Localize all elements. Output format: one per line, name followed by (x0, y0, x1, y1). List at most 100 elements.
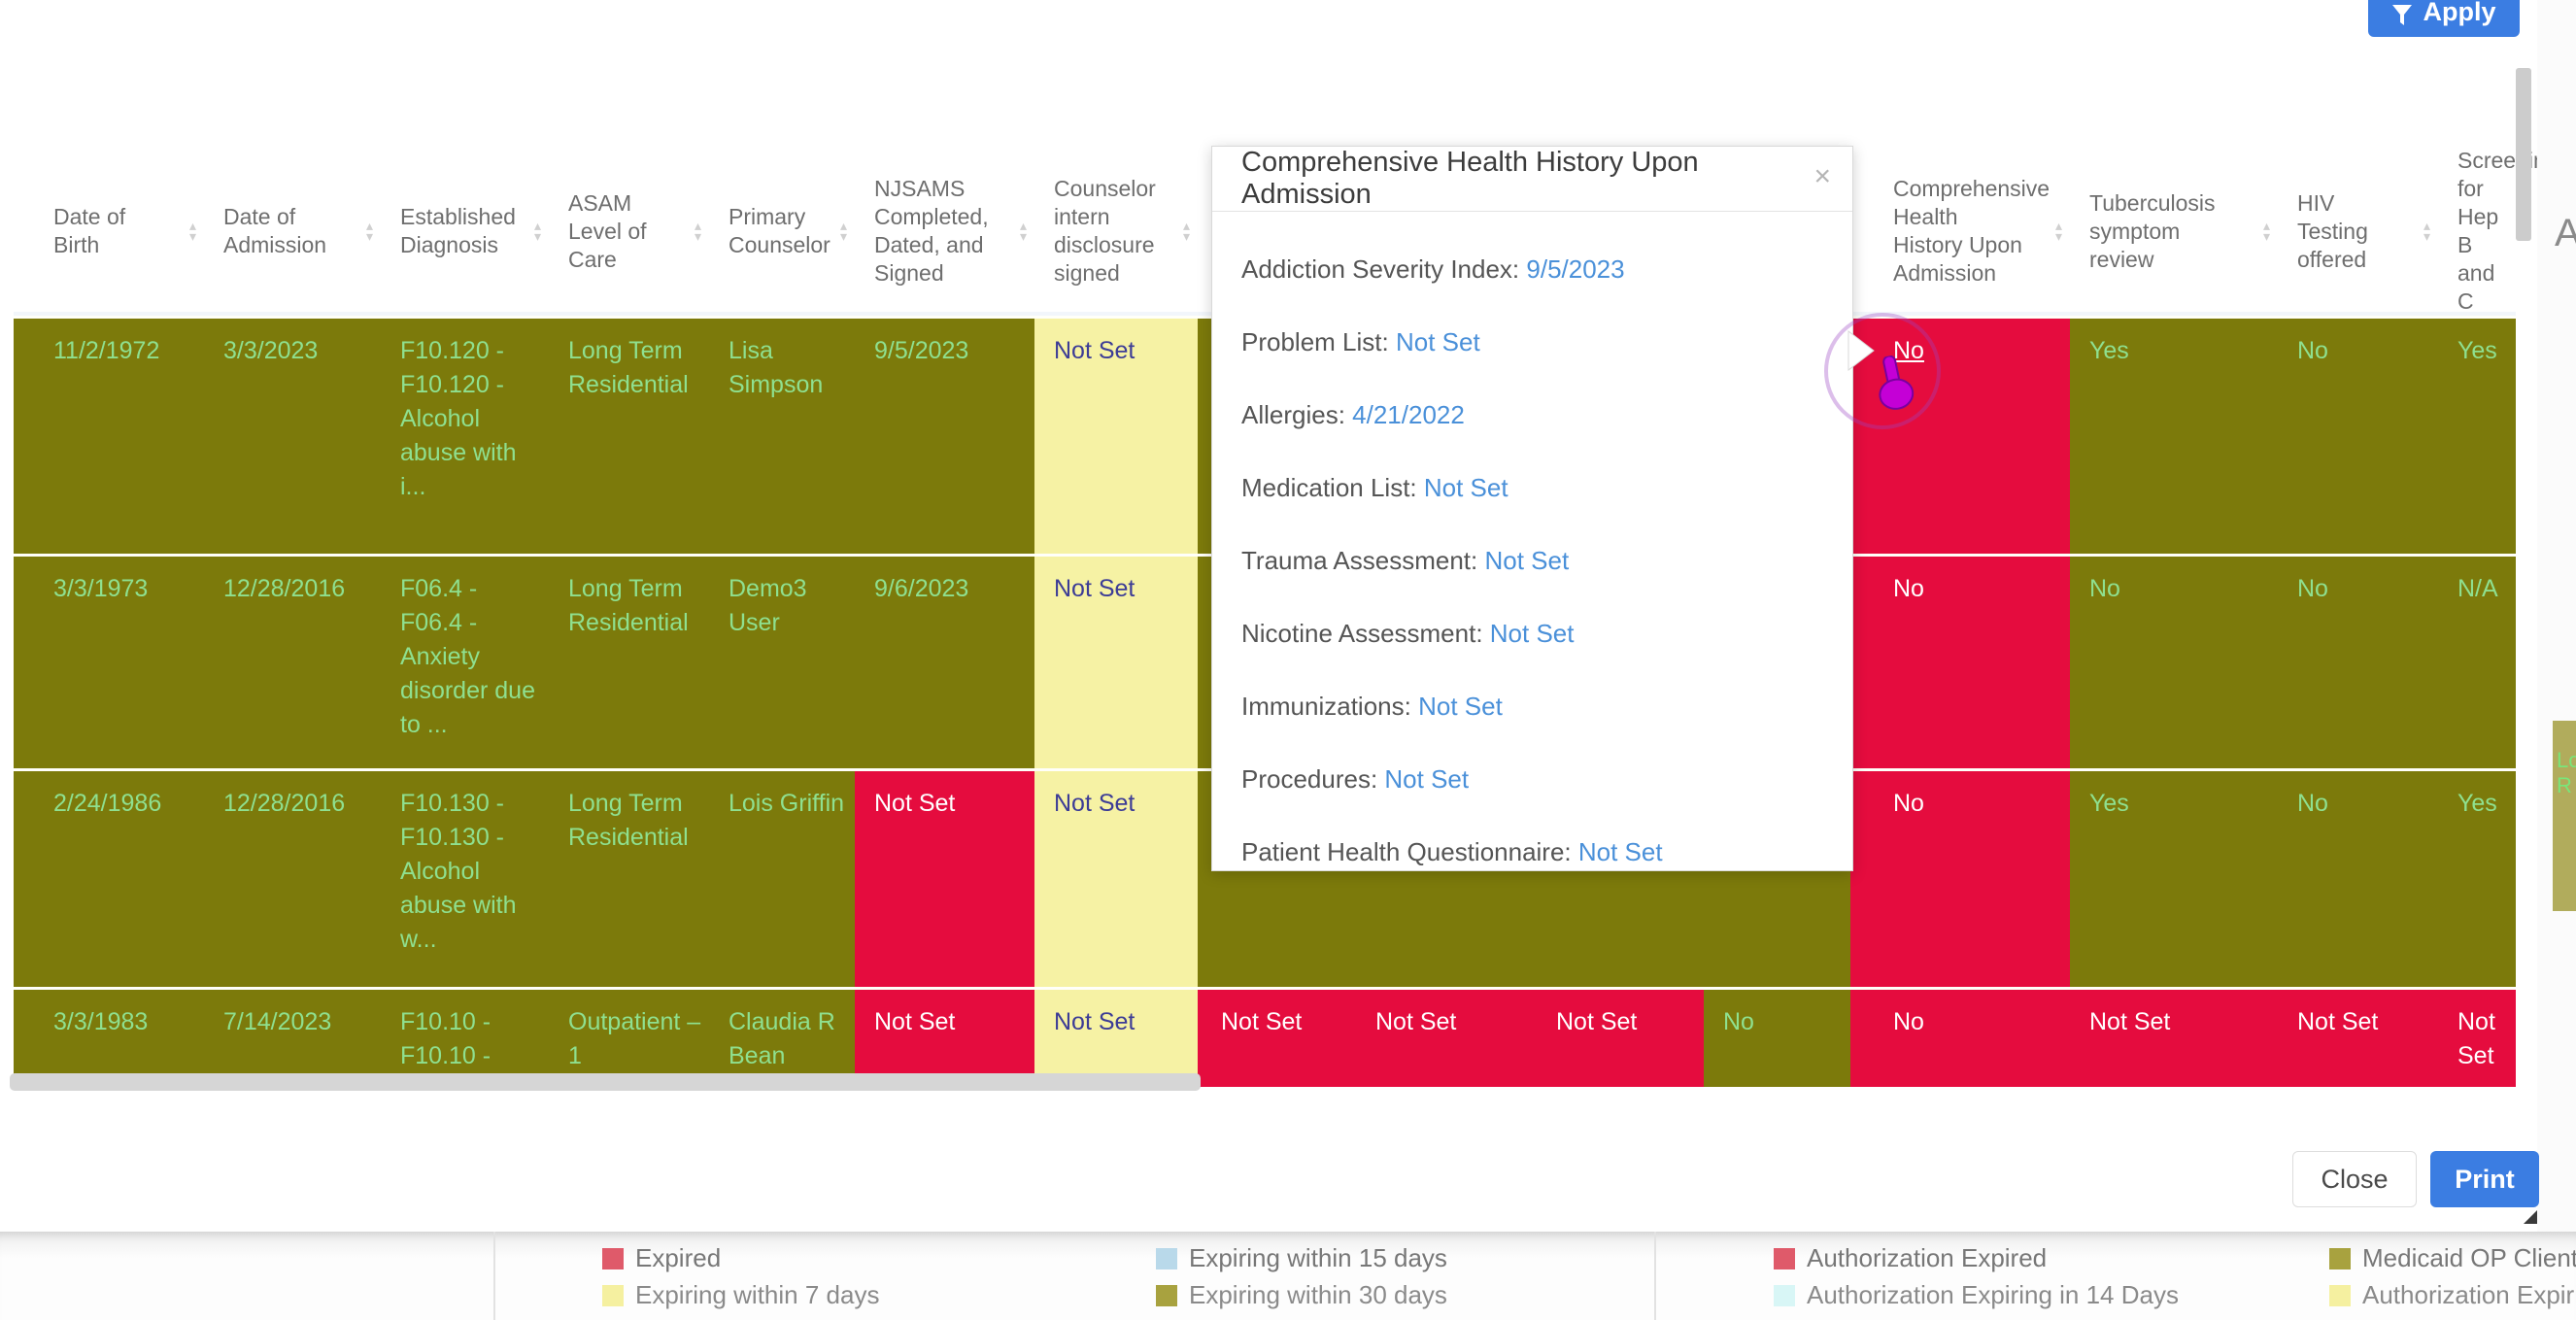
table-cell[interactable]: Not Set (855, 990, 1034, 1087)
table-cell[interactable]: 2/24/1986 (14, 771, 204, 987)
table-cell[interactable]: 9/5/2023 (855, 319, 1034, 554)
column-header-label: Established Diagnosis (400, 204, 516, 257)
table-cell[interactable]: 3/3/2023 (204, 319, 381, 554)
table-cell[interactable]: F10.120 - F10.120 - Alcohol abuse with i… (381, 319, 549, 554)
sort-arrows-icon[interactable]: ▴ ▾ (2423, 218, 2430, 244)
legend-item: Expiring within 15 days (1156, 1243, 1447, 1273)
cursor-arrow-icon (1847, 330, 1875, 371)
table-cell[interactable]: Yes (2070, 771, 2278, 987)
table-cell[interactable]: Yes (2438, 771, 2516, 987)
table-cell[interactable]: Not Set (1034, 990, 1198, 1087)
table-cell[interactable]: Not Set (1537, 990, 1704, 1087)
legend-item: Expiring within 7 days (602, 1280, 879, 1310)
popup-item-value-link[interactable]: Not Set (1577, 837, 1663, 866)
sort-arrows-icon[interactable]: ▴ ▾ (2262, 218, 2270, 244)
popup-item-value-link[interactable]: Not Set (1395, 327, 1480, 356)
vertical-scrollbar-thumb[interactable] (2516, 68, 2531, 241)
table-cell[interactable]: Not Set (2278, 990, 2438, 1087)
table-cell[interactable]: Long Term Residential (549, 319, 709, 554)
table-cell[interactable]: Not Set (1198, 990, 1356, 1087)
legend-label: Expired (635, 1243, 722, 1272)
table-cell[interactable]: F06.4 - F06.4 - Anxiety disorder due to … (381, 557, 549, 768)
column-header-label: Screening for Hep B and C (2457, 148, 2559, 314)
column-header-established-diagnosis[interactable]: Established Diagnosis ▴ ▾ (381, 151, 549, 312)
sort-arrows-icon[interactable]: ▴ ▾ (2054, 218, 2062, 244)
popup-item-value-link[interactable]: Not Set (1484, 546, 1570, 575)
table-cell[interactable]: Not Set (855, 771, 1034, 987)
table-cell[interactable]: Not Set (1034, 557, 1198, 768)
horizontal-scrollbar-thumb[interactable] (10, 1073, 1201, 1091)
column-header-tuberculosis-symptom-review[interactable]: Tuberculosis symptom review ▴ ▾ (2070, 151, 2278, 312)
table-cell[interactable]: No (1850, 771, 2070, 987)
table-cell[interactable]: 7/14/2023 (204, 990, 381, 1087)
table-cell[interactable]: No (1850, 557, 2070, 768)
table-cell[interactable]: Long Term Residential (549, 771, 709, 987)
table-cell[interactable]: N/A (2438, 557, 2516, 768)
sort-arrows-icon[interactable]: ▴ ▾ (365, 218, 373, 244)
sort-arrows-icon[interactable]: ▴ ▾ (533, 218, 541, 244)
column-header-date-of-birth[interactable]: Date of Birth ▴ ▾ (14, 151, 204, 312)
apply-filter-button[interactable]: Apply (2368, 0, 2520, 37)
close-icon[interactable]: × (1813, 160, 1831, 192)
popup-item-value-link[interactable]: 9/5/2023 (1526, 254, 1625, 284)
legend-label: Expiring within 15 days (1189, 1243, 1447, 1272)
table-cell[interactable]: 12/28/2016 (204, 771, 381, 987)
table-cell[interactable]: Demo3 User (709, 557, 855, 768)
sort-arrows-icon[interactable]: ▴ ▾ (694, 218, 701, 244)
table-cell[interactable]: Not Set (1034, 771, 1198, 987)
close-button[interactable]: Close (2292, 1151, 2417, 1207)
popup-item-value-link[interactable]: Not Set (1418, 692, 1503, 721)
table-cell[interactable]: No (2070, 557, 2278, 768)
popup-item-value-link[interactable]: Not Set (1384, 764, 1470, 794)
table-cell[interactable]: No (1704, 990, 1850, 1087)
table-cell[interactable]: Claudia R Bean (709, 990, 855, 1087)
table-cell[interactable]: F10.130 - F10.130 - Alcohol abuse with w… (381, 771, 549, 987)
table-cell[interactable]: Not Set (2070, 990, 2278, 1087)
column-header-comprehensive-health-history-upon-admission[interactable]: Comprehensive Health History Upon Admiss… (1850, 151, 2070, 312)
column-header-njsams-completed-dated-and-signed[interactable]: NJSAMS Completed, Dated, and Signed ▴ ▾ (855, 151, 1034, 312)
column-header-primary-counselor[interactable]: Primary Counselor ▴ ▾ (709, 151, 855, 312)
popup-item: Immunizations: Not Set (1241, 692, 1823, 722)
table-cell[interactable]: Yes (2070, 319, 2278, 554)
table-cell[interactable]: No (1850, 990, 2070, 1087)
popup-item-value-link[interactable]: Not Set (1423, 473, 1508, 502)
table-cell[interactable]: Lisa Simpson (709, 319, 855, 554)
popup-item-value-link[interactable]: Not Set (1489, 619, 1575, 648)
table-cell[interactable]: 12/28/2016 (204, 557, 381, 768)
sort-arrows-icon[interactable]: ▴ ▾ (1019, 218, 1027, 244)
table-cell[interactable]: 3/3/1973 (14, 557, 204, 768)
popup-item-label: Patient Health Questionnaire: (1241, 837, 1578, 866)
column-header-counselor-intern-disclosure-signed[interactable]: Counselor intern disclosure signed ▴ ▾ (1034, 151, 1198, 312)
column-header-asam-level-of-care[interactable]: ASAM Level of Care ▴ ▾ (549, 151, 709, 312)
column-header-date-of-admission[interactable]: Date of Admission ▴ ▾ (204, 151, 381, 312)
legend-swatch (602, 1284, 624, 1306)
popup-item-value-link[interactable]: 4/21/2022 (1352, 400, 1465, 429)
print-button[interactable]: Print (2430, 1151, 2539, 1207)
table-cell[interactable]: Outpatient – 1 (549, 990, 709, 1087)
table-cell[interactable]: No (2278, 557, 2438, 768)
sort-arrows-icon[interactable]: ▴ ▾ (188, 218, 196, 244)
table-cell[interactable]: Not Set (1034, 319, 1198, 554)
legend-label: Medicaid OP Client (2362, 1243, 2576, 1272)
popup-title: Comprehensive Health History Upon Admiss… (1241, 147, 1699, 210)
sort-arrows-icon[interactable]: ▴ ▾ (839, 218, 847, 244)
legend-label: Authorization Expired (1807, 1243, 2048, 1272)
sort-arrows-icon[interactable]: ▴ ▾ (1182, 218, 1190, 244)
table-cell[interactable]: 9/6/2023 (855, 557, 1034, 768)
legend-swatch (1156, 1247, 1177, 1269)
popup-item-label: Procedures: (1241, 764, 1385, 794)
column-header-label: Counselor intern disclosure signed (1054, 176, 1156, 286)
table-cell[interactable]: Lois Griffin (709, 771, 855, 987)
legend-label: Expiring within 30 days (1189, 1280, 1447, 1309)
table-cell[interactable]: No (2278, 319, 2438, 554)
table-cell[interactable]: F10.10 - F10.10 - Alcohol (381, 990, 549, 1087)
table-cell[interactable]: 3/3/1983 (14, 990, 204, 1087)
column-header-hiv-testing-offered[interactable]: HIV Testing offered ▴ ▾ (2278, 151, 2438, 312)
table-cell[interactable]: 11/2/1972 (14, 319, 204, 554)
table-cell[interactable]: Long Term Residential (549, 557, 709, 768)
table-cell[interactable]: Not Set (1356, 990, 1537, 1087)
table-cell[interactable]: Not Set (2438, 990, 2516, 1087)
table-cell[interactable]: Yes (2438, 319, 2516, 554)
table-cell[interactable]: No (2278, 771, 2438, 987)
